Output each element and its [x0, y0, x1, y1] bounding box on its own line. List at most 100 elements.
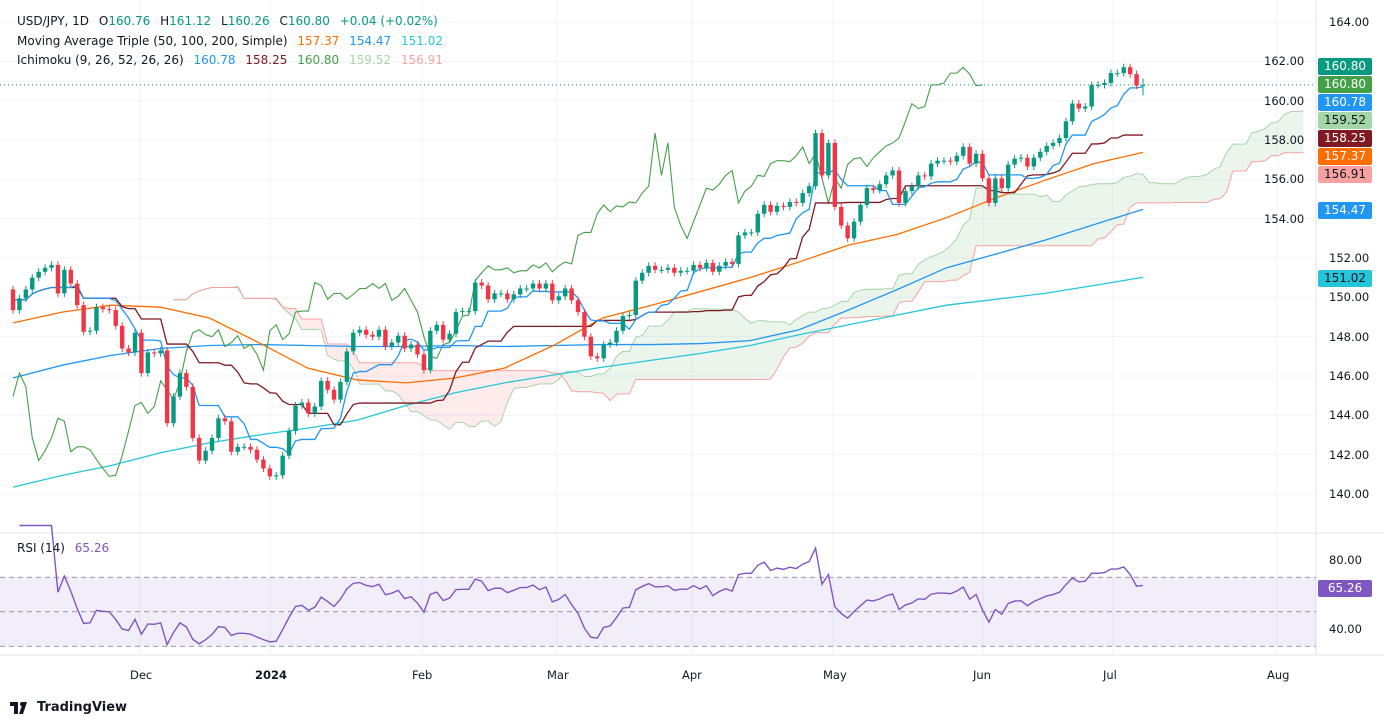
ichimoku-legend[interactable]: Ichimoku (9, 26, 52, 26, 26) 160.78 158.…	[17, 53, 449, 68]
candle	[1018, 154, 1024, 163]
ichimoku-cloud-segment	[834, 301, 842, 324]
candle	[402, 332, 407, 353]
ichimoku-cloud-segment	[565, 371, 572, 391]
candle-body	[569, 288, 574, 301]
candle-body	[196, 437, 202, 461]
candle	[10, 285, 16, 314]
candle	[318, 377, 324, 411]
ichimoku-cloud-segment	[417, 362, 424, 416]
ichimoku-cloud-segment	[520, 370, 527, 388]
open-label: O	[98, 14, 109, 28]
price-tick-label: 156.00	[1264, 172, 1305, 187]
candle-body	[909, 186, 915, 192]
candle	[569, 284, 574, 304]
ichimoku-cloud-segment	[667, 311, 675, 380]
candle-body	[1018, 157, 1024, 159]
time-tick-label: Dec	[130, 668, 153, 682]
ichimoku-cloud-segment	[629, 337, 636, 394]
ichimoku-cloud-segment	[1078, 186, 1086, 246]
candle-body	[126, 348, 131, 353]
candle	[530, 280, 536, 293]
candle-body	[1070, 103, 1075, 122]
candle	[184, 369, 189, 391]
ichimoku-cloud-segment	[481, 370, 489, 421]
ichimoku-cloud-segment	[751, 320, 758, 380]
candle-body	[312, 406, 317, 414]
candle-body	[460, 311, 465, 313]
candle-body	[325, 380, 330, 390]
ichimoku-cloud-segment	[1136, 173, 1143, 203]
candle-body	[1005, 164, 1011, 189]
candle-body	[81, 305, 86, 332]
ichimoku-cloud-segment	[1065, 190, 1073, 246]
ichimoku-cloud-segment	[924, 256, 932, 282]
candle	[768, 201, 773, 216]
candle-body	[492, 293, 497, 300]
candle	[665, 264, 671, 274]
candle	[954, 152, 960, 166]
sma100-value: 154.47	[349, 34, 392, 48]
candle	[126, 344, 131, 356]
candle-body	[152, 352, 157, 354]
candle-body	[55, 264, 61, 294]
candle	[1038, 148, 1043, 162]
candle-body	[768, 204, 773, 212]
ichimoku-cloud-segment	[950, 238, 957, 281]
candle-body	[299, 402, 305, 406]
price-tick-label: 140.00	[1329, 486, 1370, 501]
ichimoku-cloud-segment	[1091, 183, 1099, 246]
candle-body	[774, 205, 780, 212]
candle	[293, 401, 298, 435]
candle-body	[851, 221, 857, 239]
candle	[466, 307, 472, 315]
ichimoku-cloud-segment	[1284, 111, 1291, 153]
tradingview-logo-icon	[10, 701, 27, 714]
candle-body	[383, 329, 388, 347]
ichimoku-cloud-segment	[841, 301, 848, 318]
candle	[518, 284, 523, 298]
rsi-tick-label: 40.00	[1329, 622, 1362, 636]
candle	[1134, 70, 1139, 90]
candle-body	[274, 475, 279, 477]
candle-body	[845, 225, 850, 239]
candle-body	[543, 283, 549, 289]
candle	[633, 277, 638, 319]
ma-legend[interactable]: Moving Average Triple (50, 100, 200, Sim…	[17, 34, 449, 49]
candle-body	[23, 289, 29, 299]
candle	[164, 346, 170, 427]
candle-body	[640, 272, 645, 281]
candle-body	[235, 446, 240, 452]
rsi-legend[interactable]: RSI (14) 65.26	[17, 541, 109, 555]
candle	[23, 285, 29, 302]
ichimoku-cloud-segment	[1098, 183, 1105, 239]
candle-body	[665, 267, 671, 270]
candle	[68, 266, 73, 288]
candle	[1127, 63, 1133, 78]
candle	[325, 377, 330, 394]
candle-body	[402, 335, 407, 349]
candle-body	[800, 193, 805, 203]
candle-body	[883, 175, 889, 185]
candle-body	[17, 298, 22, 311]
tradingview-logo[interactable]: TradingView	[10, 700, 127, 715]
candle	[916, 171, 921, 190]
ichimoku-cloud-segment	[719, 309, 726, 380]
candle-body	[184, 373, 189, 387]
candle-body	[1057, 138, 1062, 143]
sma50-value: 157.37	[297, 34, 340, 48]
candle	[537, 280, 542, 293]
candle-body	[755, 213, 760, 233]
ichimoku-cloud-segment	[353, 351, 360, 385]
candle	[222, 414, 228, 425]
candle	[524, 284, 529, 293]
candle-body	[717, 265, 722, 272]
ichimoku-cloud-segment	[513, 370, 521, 389]
ichimoku-cloud-segment	[879, 288, 887, 317]
candle-body	[331, 389, 337, 400]
candle	[216, 414, 221, 442]
candle	[139, 329, 144, 377]
ichimoku-cloud-segment	[1149, 182, 1156, 203]
candle	[261, 456, 266, 472]
ichimoku-cloud-segment	[411, 362, 418, 412]
